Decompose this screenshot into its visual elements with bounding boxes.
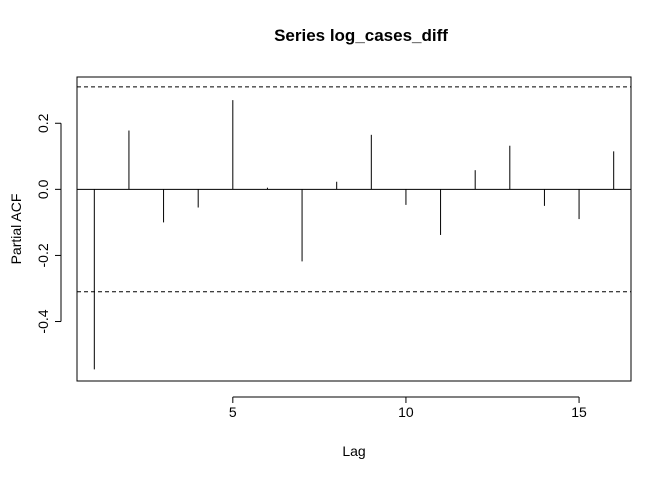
confidence-bounds-layer <box>77 86 631 293</box>
x-tick-label: 10 <box>398 404 414 420</box>
y-axis-label: Partial ACF <box>8 194 24 265</box>
plot-frame <box>76 76 632 382</box>
x-axis-label: Lag <box>342 443 365 459</box>
x-tick-label: 15 <box>571 404 587 420</box>
y-tick-label: -0.2 <box>35 243 51 267</box>
y-tick-label: 0.2 <box>35 113 51 133</box>
y-tick-label: -0.4 <box>35 309 51 333</box>
x-tick-label: 5 <box>229 404 237 420</box>
y-tick-label: 0.0 <box>35 179 51 199</box>
bars-layer <box>93 100 615 370</box>
axes-layer: 5 10 15 -0.4 -0.2 0.0 0.2 <box>35 113 631 420</box>
chart-title: Series log_cases_diff <box>274 26 448 45</box>
